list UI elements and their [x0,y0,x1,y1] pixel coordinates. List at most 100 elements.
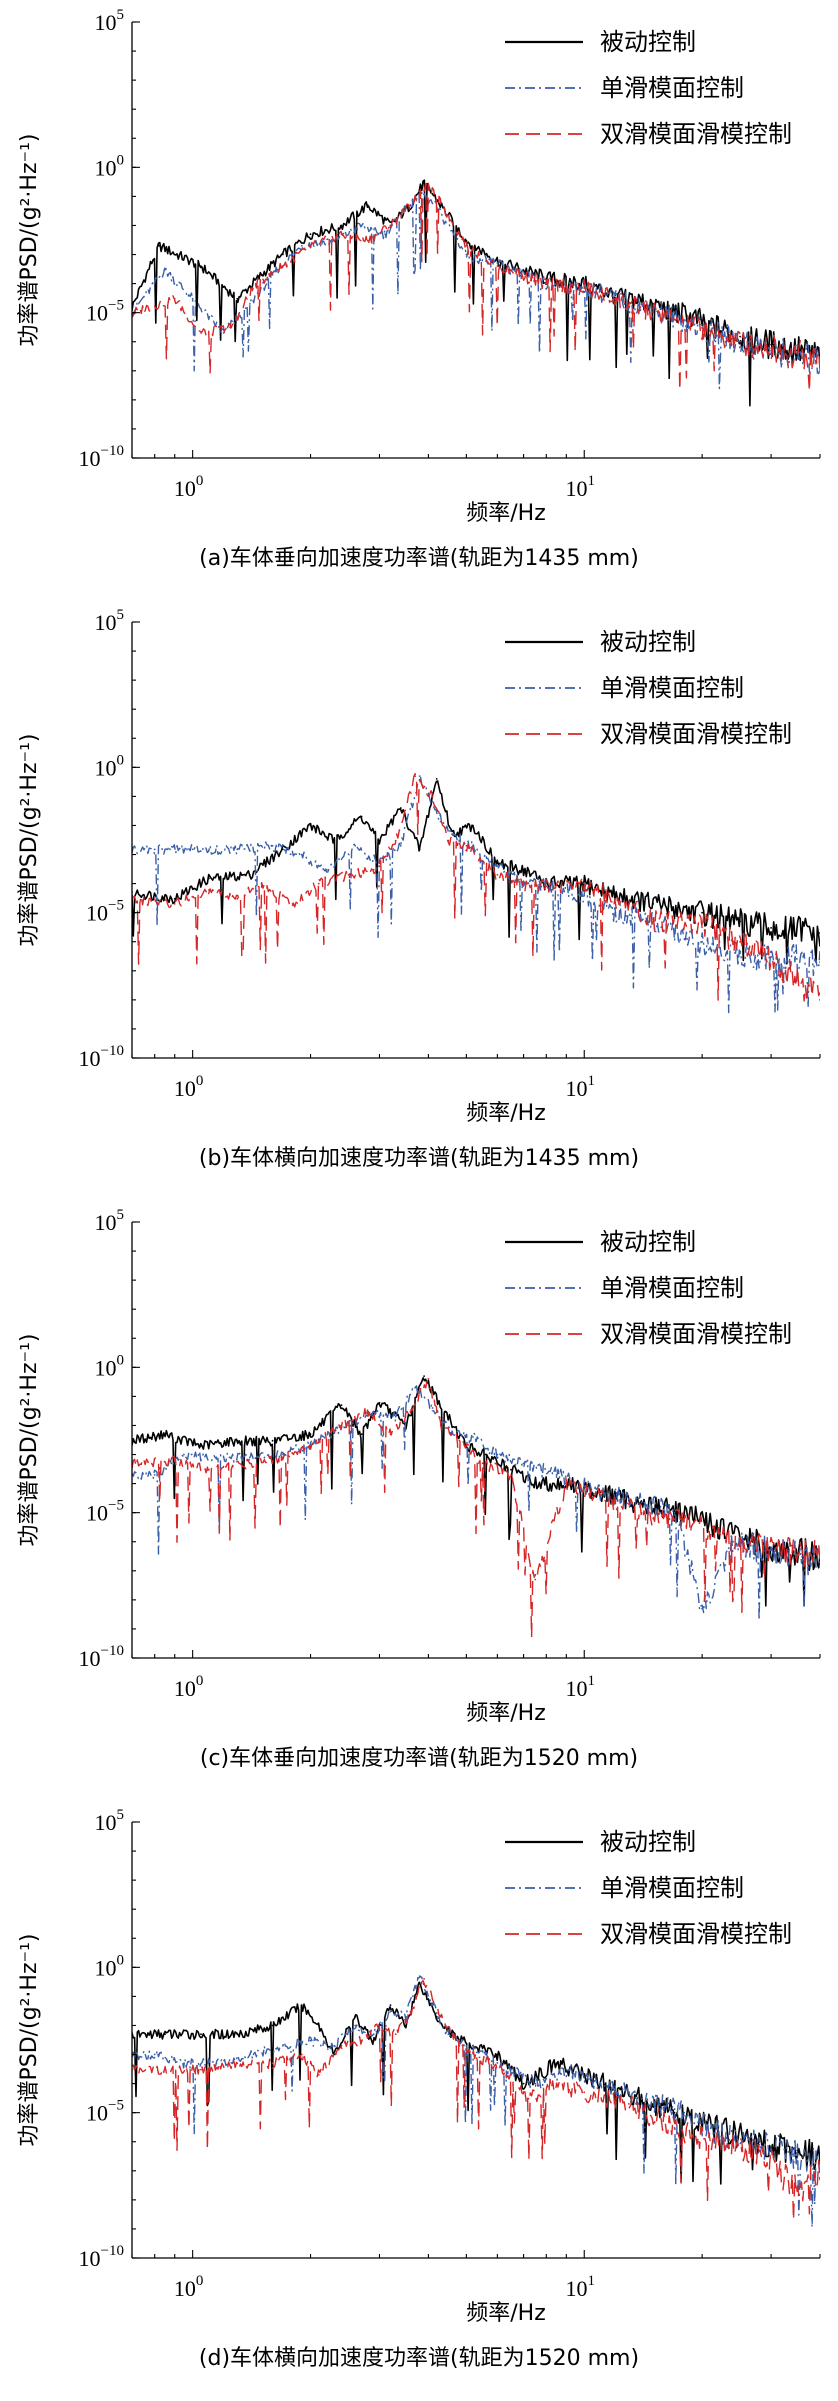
data-point [340,1404,343,1406]
data-point [565,2068,568,2071]
series-group [132,1375,820,1638]
series-line-1 [132,179,820,407]
data-point [447,839,450,842]
data-point [431,795,434,798]
chart-caption: (a)车体垂向加速度功率谱(轨距为1435 mm) [199,546,639,571]
series-line-2 [132,775,820,1014]
data-point [819,932,820,934]
data-point [404,2024,407,2027]
data-point [173,897,176,900]
y-axis-title: 功率谱PSD/(g²·Hz⁻¹) [17,733,42,946]
x-tick-label: 101 [565,1673,595,1701]
data-point [423,1375,425,1377]
data-point [236,1439,239,1442]
data-point [414,1386,417,1389]
data-point [465,244,468,247]
data-point [819,1556,820,1558]
data-point [317,2074,320,2076]
data-point [583,894,586,897]
data-point [673,1511,676,1514]
data-point [758,2149,761,2152]
chart-svg: 105 100 10−5 10−10 100 101 功率谱PSD/(g²·Hz⁻¹) 频率/… [17,1207,821,1771]
data-point [614,297,617,300]
data-point [683,1511,686,1514]
data-point [183,2062,185,2065]
data-point [271,2062,274,2065]
data-point [481,1462,484,1465]
data-point [701,320,703,323]
data-point [291,903,294,905]
data-point [752,1540,755,1543]
data-point [465,844,468,847]
data-point [472,1436,474,1438]
data-point [439,2015,442,2018]
data-point [496,262,499,265]
data-point [249,1462,251,1465]
data-point [496,265,499,267]
chart-panel-b: 105 100 10−5 10−10 100 101 功率谱PSD/(g²·Hz⁻¹) 频率/… [0,600,838,1200]
data-point [496,260,499,262]
data-point [652,311,655,314]
data-point [215,2062,218,2065]
legend-label: 单滑模面控制 [600,1274,744,1302]
y-tick-label: 105 [95,1207,125,1235]
y-tick-label: 10−5 [86,298,124,326]
data-point [418,775,421,777]
data-point [652,903,655,905]
data-point [447,2033,450,2036]
data-point [458,2044,461,2047]
data-point [583,287,586,289]
data-point [431,2004,434,2006]
y-tick-label: 10−5 [86,2098,124,2126]
data-point [555,1474,558,1476]
data-point [208,1468,210,1471]
data-point [640,2097,643,2100]
legend-label: 双滑模面滑模控制 [600,1320,792,1348]
data-point [208,889,210,891]
data-point [786,1549,789,1552]
data-point [282,2044,284,2047]
x-tick-label: 101 [565,2273,595,2301]
data-point [418,1975,421,1977]
data-point [333,2053,336,2056]
x-axis-title: 频率/Hz [466,1101,546,1126]
y-axis-title: 功率谱PSD/(g²·Hz⁻¹) [17,1333,42,1546]
data-point [770,1549,772,1552]
data-point [378,839,381,842]
chart-svg: 105 100 10−5 10−10 100 101 功率谱PSD/(g²·Hz⁻¹) 频率/… [17,7,821,571]
data-point [300,2004,303,2006]
data-point [309,824,312,827]
series-line-3 [132,773,820,1002]
data-point [435,778,438,780]
data-point [409,2010,412,2013]
data-point [215,1456,218,1459]
data-point [425,183,428,186]
data-point [484,2053,487,2056]
data-point [366,239,369,242]
legend-label: 单滑模面控制 [600,674,744,702]
data-point [200,265,202,267]
data-point [758,2143,761,2146]
data-point [435,2015,438,2018]
data-point [153,848,156,851]
data-point [819,2169,820,2172]
data-point [583,2091,586,2094]
data-point [583,1485,586,1488]
data-point [739,952,741,955]
data-point [640,1503,643,1505]
data-point [208,877,210,880]
data-point [717,1532,720,1534]
data-point [399,844,402,847]
data-point [236,2062,239,2065]
chart-panel-c: 105 100 10−5 10−10 100 101 功率谱PSD/(g²·Hz⁻¹) 频率/… [0,1200,838,1800]
data-point [404,2015,407,2018]
data-point [701,911,703,914]
data-point [465,2044,468,2047]
data-point [200,1444,202,1447]
y-tick-label: 105 [95,607,125,635]
data-point [484,1453,487,1456]
data-point [164,1433,166,1436]
y-tick-label: 100 [95,1952,125,1980]
data-point [628,1497,630,1500]
data-point [701,1607,703,1610]
